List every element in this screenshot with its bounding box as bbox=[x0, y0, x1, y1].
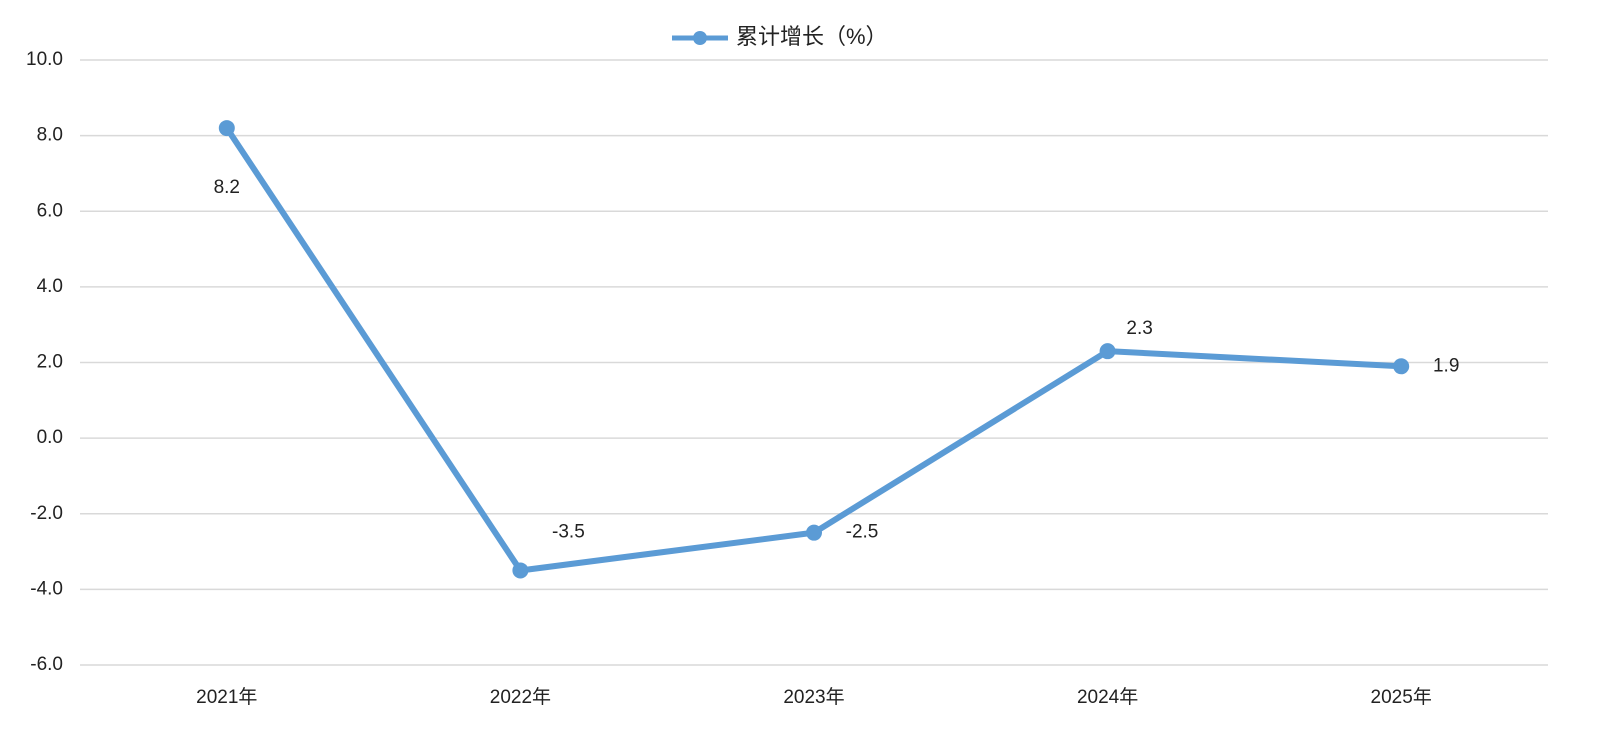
y-tick-label: 2.0 bbox=[37, 352, 63, 373]
x-tick-label: 2021年 bbox=[196, 686, 257, 708]
y-tick-label: -4.0 bbox=[30, 578, 63, 599]
series-line bbox=[224, 126, 1402, 574]
x-tick-label: 2025年 bbox=[1371, 686, 1432, 708]
data-point bbox=[512, 562, 529, 579]
y-tick-label: 10.0 bbox=[26, 49, 63, 70]
data-label: 2.3 bbox=[1126, 318, 1152, 339]
data-label: 1.9 bbox=[1433, 355, 1459, 376]
legend-marker bbox=[693, 31, 707, 45]
data-point bbox=[218, 120, 235, 137]
y-tick-label: 8.0 bbox=[37, 125, 63, 146]
x-tick-label: 2024年 bbox=[1077, 686, 1138, 708]
legend-label: 累计增长（%） bbox=[736, 24, 888, 49]
data-label: -2.5 bbox=[846, 522, 879, 543]
data-point bbox=[806, 524, 822, 541]
data-point bbox=[1099, 343, 1116, 360]
x-tick-label: 2022年 bbox=[490, 686, 551, 708]
data-point bbox=[1393, 358, 1410, 375]
y-tick-label: 0.0 bbox=[37, 427, 63, 448]
y-tick-label: 4.0 bbox=[37, 276, 63, 297]
data-label: -3.5 bbox=[552, 521, 585, 542]
x-tick-label: 2023年 bbox=[783, 686, 844, 708]
y-tick-label: -2.0 bbox=[30, 503, 63, 524]
data-label: 8.2 bbox=[214, 177, 240, 198]
y-tick-label: -6.0 bbox=[30, 654, 63, 675]
y-tick-label: 6.0 bbox=[37, 200, 63, 221]
